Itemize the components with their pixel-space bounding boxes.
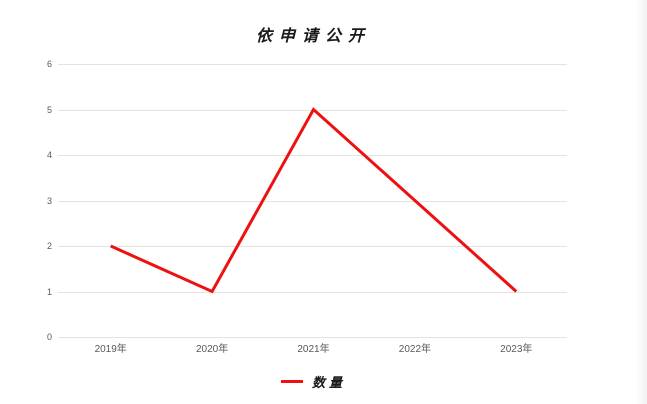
legend-label: 数量	[311, 376, 346, 391]
gridline	[58, 200, 567, 202]
gridline	[58, 155, 567, 156]
gridline	[58, 337, 567, 338]
series-line	[110, 107, 518, 294]
x-axis-tick-label: 2019年	[94, 344, 127, 355]
gridline	[58, 246, 567, 247]
y-axis-tick-label: 4	[46, 150, 52, 160]
y-axis-tick-label: 5	[46, 104, 52, 115]
gridline	[58, 291, 567, 293]
legend-line-marker	[280, 380, 303, 383]
y-axis-tick-label: 0	[46, 332, 52, 342]
gridline	[58, 64, 567, 65]
y-axis-tick-label: 3	[46, 195, 52, 206]
x-axis-tick-label: 2023年	[500, 344, 533, 355]
legend: 数量	[60, 372, 567, 391]
x-axis-tick-label: 2021年	[297, 344, 330, 355]
y-axis-tick-label: 1	[46, 286, 52, 297]
y-axis-tick-label: 6	[46, 59, 52, 69]
x-axis-tick-label: 2020年	[195, 344, 229, 355]
y-axis-tick-label: 2	[46, 241, 52, 251]
x-axis-tick-label: 2022年	[398, 344, 432, 355]
chart-title: 依申请公开	[255, 26, 371, 45]
